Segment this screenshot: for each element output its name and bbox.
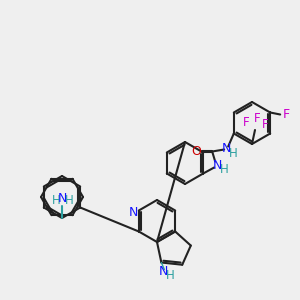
Text: N: N [129,206,139,219]
Text: N: N [221,142,231,155]
Text: H: H [64,194,74,206]
Text: F: F [262,118,268,130]
Text: N: N [212,159,222,172]
Text: N: N [159,265,168,278]
Text: F: F [283,108,290,121]
Text: F: F [254,112,260,124]
Text: H: H [52,194,60,206]
Text: N: N [57,191,67,205]
Text: F: F [243,116,249,128]
Text: O: O [191,145,201,158]
Text: H: H [166,269,175,282]
Text: H: H [220,163,229,176]
Text: H: H [229,147,238,160]
